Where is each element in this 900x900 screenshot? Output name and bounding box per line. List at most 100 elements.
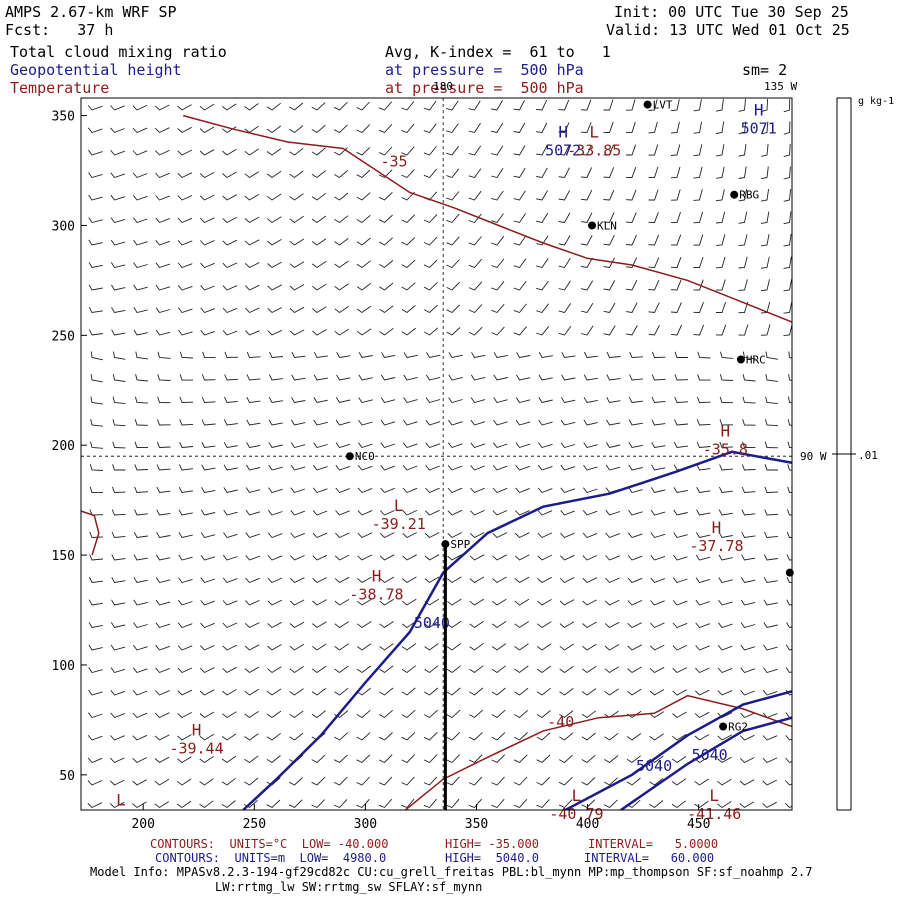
wind-barb	[491, 732, 506, 741]
wind-barb	[582, 510, 598, 516]
wind-barb	[693, 256, 704, 268]
wind-barb	[402, 554, 417, 561]
wind-barb	[650, 622, 665, 629]
wind-barb	[469, 709, 484, 719]
wind-barb	[581, 754, 596, 764]
wind-barb	[379, 554, 395, 561]
wind-barb	[718, 486, 733, 493]
wind-barb	[695, 622, 710, 629]
wind-barb	[536, 776, 551, 786]
wind-barb	[378, 101, 393, 111]
wind-barb	[88, 599, 103, 606]
wind-barb	[513, 754, 528, 764]
wind-barb	[178, 307, 193, 314]
wind-barb	[446, 620, 462, 629]
extrema-labels: H5072H5071L-33.85L-39.21H-38.78H-35.8H-3…	[116, 101, 777, 824]
wind-barb	[356, 305, 372, 314]
wind-barb	[536, 732, 551, 741]
wind-barb	[289, 261, 305, 269]
wind-barb	[177, 734, 192, 741]
y-tick-label: 300	[52, 219, 75, 234]
wind-barb	[200, 509, 216, 516]
wind-barb	[492, 598, 507, 606]
wind-barb	[515, 465, 530, 471]
wind-barb	[581, 257, 593, 269]
wind-barb	[268, 487, 283, 494]
wind-barb	[765, 351, 778, 360]
wind-barb	[513, 213, 526, 224]
wind-barb	[134, 464, 149, 471]
wind-barb	[672, 600, 688, 606]
wind-barb	[311, 665, 327, 674]
wind-barb	[88, 644, 103, 651]
wind-barb	[425, 419, 441, 426]
wind-barb	[245, 509, 261, 516]
wind-barb	[764, 509, 779, 516]
wind-barb	[291, 397, 306, 404]
wind-barb	[379, 621, 394, 629]
wind-barb	[423, 776, 438, 786]
wind-barb	[403, 374, 418, 381]
wind-barb	[380, 510, 395, 516]
wind-barb	[536, 754, 551, 764]
wind-barb	[424, 554, 440, 561]
station-label: SPP	[450, 538, 470, 551]
wind-barb	[629, 351, 644, 358]
wind-barb	[335, 487, 350, 494]
wind-barb	[290, 464, 306, 471]
wind-barb	[201, 464, 216, 471]
wind-barb	[222, 666, 237, 674]
wind-barb	[715, 234, 726, 246]
wind-barb	[693, 121, 703, 134]
wind-barb	[763, 554, 778, 561]
wind-barb	[715, 189, 725, 202]
wind-barb	[537, 465, 553, 471]
wind-barb	[740, 712, 755, 719]
wind-barb	[133, 262, 148, 269]
wind-barb	[246, 396, 261, 403]
wind-barb	[134, 419, 149, 426]
wind-barb	[515, 510, 530, 516]
wind-barb	[358, 374, 373, 381]
wind-barb	[380, 465, 395, 471]
wind-barb	[244, 103, 259, 111]
wind-barb	[741, 577, 756, 584]
wind-barb	[267, 532, 283, 539]
wind-barb	[605, 555, 620, 561]
wind-barb	[650, 509, 666, 516]
temp-contour-units: CONTOURS: UNITS=°C LOW= -40.000	[150, 837, 389, 851]
extremum: H-39.44	[169, 720, 223, 757]
extremum: L-39.21	[372, 496, 426, 533]
x-tick-label: 350	[465, 817, 488, 832]
wind-barb	[628, 442, 643, 449]
wind-barb	[446, 776, 460, 786]
wind-barb	[267, 284, 282, 291]
wind-barb	[267, 239, 282, 246]
wind-barb	[87, 780, 103, 786]
wind-barb	[514, 598, 530, 606]
wind-barb	[513, 732, 528, 741]
wind-barb	[290, 487, 306, 494]
wind-barb	[537, 532, 553, 539]
wind-barb	[222, 330, 238, 336]
wind-barb	[761, 98, 769, 113]
wind-barb	[718, 599, 733, 606]
wind-barb	[786, 509, 792, 516]
wind-barb	[784, 802, 792, 809]
wind-barb	[581, 688, 597, 696]
plot-frame	[80, 97, 793, 811]
wind-barb	[785, 780, 792, 786]
wind-barb	[224, 351, 239, 358]
extremum-symbol: H	[558, 123, 568, 142]
temperature-contour	[404, 694, 792, 810]
wind-barb	[446, 304, 461, 314]
station-dot	[643, 100, 652, 109]
wind-barb	[132, 104, 148, 111]
wind-barb	[177, 645, 193, 651]
wind-barb	[787, 441, 792, 449]
wind-barb	[110, 667, 126, 674]
wind-barb	[134, 486, 149, 493]
wind-barb	[312, 532, 328, 539]
wind-barb	[717, 756, 732, 764]
wind-barb	[289, 621, 305, 629]
